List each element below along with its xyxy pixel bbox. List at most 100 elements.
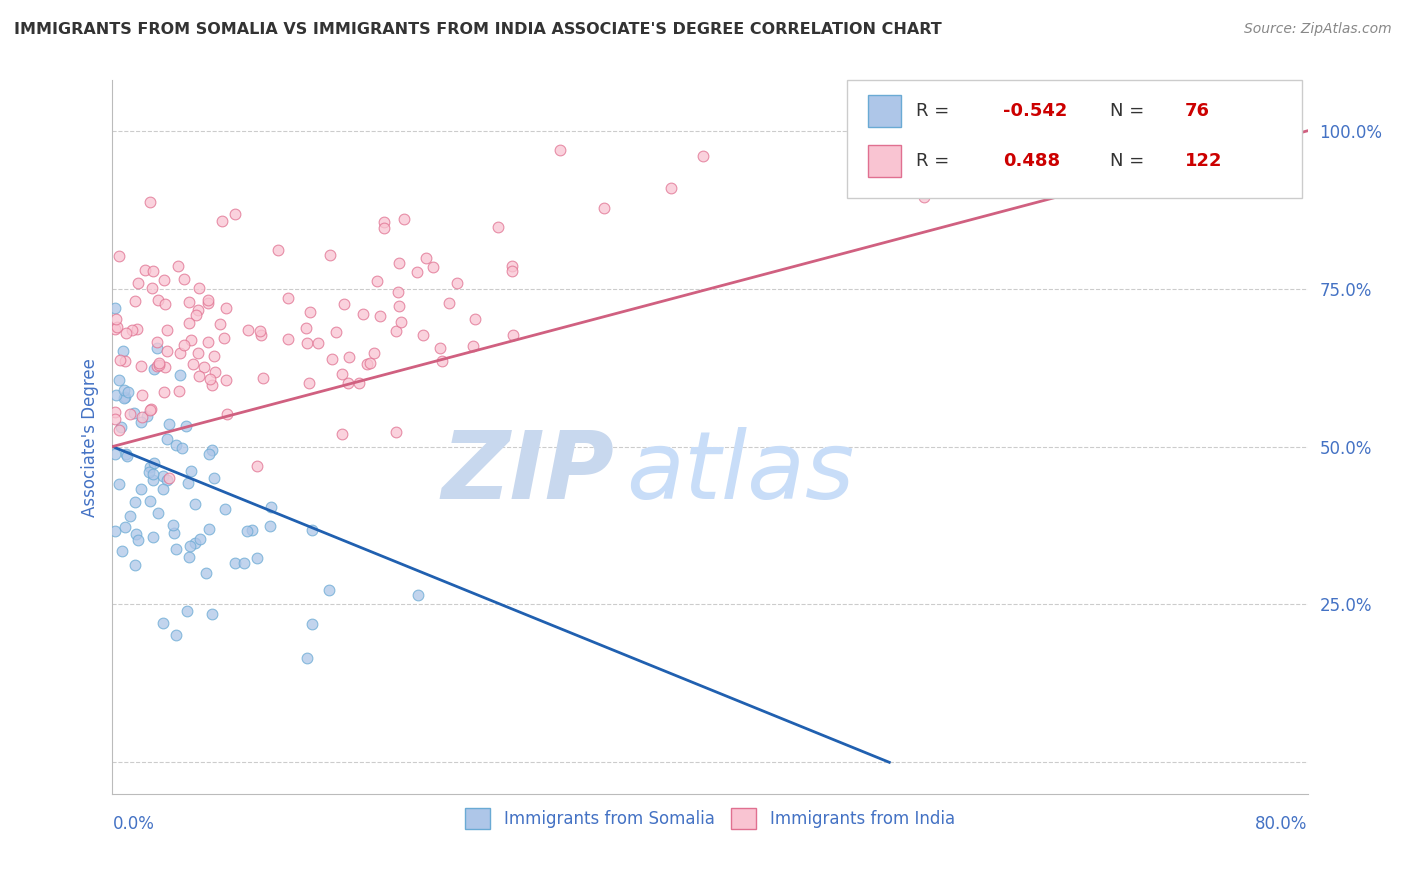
Point bbox=[148, 356, 170, 370]
Point bbox=[201, 378, 224, 392]
Point bbox=[176, 419, 198, 434]
Point bbox=[464, 311, 486, 326]
Point bbox=[187, 303, 209, 318]
Point bbox=[211, 214, 233, 228]
Point bbox=[194, 566, 217, 581]
FancyBboxPatch shape bbox=[868, 95, 901, 127]
Point bbox=[301, 523, 323, 537]
Point bbox=[142, 467, 165, 481]
Point bbox=[356, 357, 378, 371]
Point bbox=[215, 407, 238, 421]
Point bbox=[104, 405, 127, 419]
Point bbox=[188, 533, 211, 547]
Point bbox=[104, 447, 127, 461]
Point bbox=[155, 433, 177, 447]
Point bbox=[173, 338, 195, 352]
Point bbox=[179, 549, 201, 564]
Text: atlas: atlas bbox=[627, 427, 855, 518]
Point bbox=[141, 281, 163, 295]
Point bbox=[162, 517, 184, 532]
Point bbox=[437, 296, 460, 310]
Text: N =: N = bbox=[1111, 152, 1150, 169]
Point bbox=[155, 360, 177, 375]
Point bbox=[197, 522, 219, 536]
Point bbox=[209, 317, 232, 331]
Point bbox=[267, 243, 290, 257]
Point bbox=[112, 383, 135, 397]
Point bbox=[107, 477, 129, 491]
Point bbox=[1063, 136, 1085, 151]
Point bbox=[152, 615, 174, 630]
Point bbox=[321, 352, 343, 367]
Point bbox=[125, 527, 148, 541]
FancyBboxPatch shape bbox=[848, 80, 1302, 198]
Point bbox=[198, 372, 221, 386]
Point bbox=[318, 582, 340, 597]
Point bbox=[295, 336, 318, 351]
Point bbox=[156, 344, 179, 359]
Point bbox=[319, 248, 342, 262]
Point bbox=[169, 346, 191, 360]
Point bbox=[139, 460, 162, 475]
Point bbox=[501, 259, 523, 273]
Y-axis label: Associate's Degree: Associate's Degree bbox=[80, 358, 98, 516]
Point bbox=[153, 385, 176, 400]
Point bbox=[108, 249, 131, 263]
Point bbox=[177, 294, 200, 309]
Point bbox=[201, 607, 224, 621]
Point bbox=[138, 465, 160, 479]
Point bbox=[330, 426, 353, 441]
Point bbox=[179, 316, 201, 330]
Text: ZIP: ZIP bbox=[441, 426, 614, 519]
Point bbox=[415, 251, 437, 265]
Point bbox=[385, 324, 408, 338]
Point bbox=[352, 307, 374, 321]
Point bbox=[277, 332, 299, 346]
Point bbox=[333, 297, 356, 311]
Point bbox=[139, 494, 162, 508]
Point bbox=[118, 407, 141, 421]
Point bbox=[692, 149, 714, 163]
Text: IMMIGRANTS FROM SOMALIA VS IMMIGRANTS FROM INDIA ASSOCIATE'S DEGREE CORRELATION : IMMIGRANTS FROM SOMALIA VS IMMIGRANTS FR… bbox=[14, 22, 942, 37]
Point bbox=[592, 201, 614, 215]
Point bbox=[337, 376, 360, 391]
Point bbox=[104, 412, 127, 426]
Point bbox=[204, 365, 226, 379]
Point bbox=[108, 353, 131, 368]
Text: 80.0%: 80.0% bbox=[1256, 815, 1308, 833]
Point bbox=[394, 212, 416, 227]
Point bbox=[157, 417, 180, 432]
Point bbox=[259, 518, 281, 533]
Point bbox=[661, 181, 683, 195]
Point bbox=[246, 459, 269, 474]
Point bbox=[131, 410, 153, 425]
Point bbox=[152, 469, 174, 483]
Point bbox=[105, 311, 128, 326]
Point bbox=[146, 506, 169, 520]
Point bbox=[214, 502, 236, 516]
Point bbox=[202, 471, 225, 485]
Point bbox=[389, 315, 412, 329]
Point bbox=[373, 221, 395, 235]
Point bbox=[115, 326, 138, 340]
Point bbox=[187, 346, 209, 360]
Point bbox=[127, 276, 149, 290]
Point bbox=[236, 323, 259, 337]
Point bbox=[167, 384, 190, 398]
Point bbox=[169, 368, 191, 383]
Point bbox=[107, 423, 129, 437]
Point bbox=[249, 328, 271, 343]
Point bbox=[165, 438, 187, 452]
Point bbox=[104, 524, 127, 538]
Point bbox=[368, 309, 391, 323]
Point bbox=[142, 530, 165, 544]
Point bbox=[142, 456, 165, 470]
Point bbox=[183, 357, 205, 371]
Point bbox=[298, 305, 321, 319]
Point bbox=[173, 271, 195, 285]
Point bbox=[240, 524, 263, 538]
Text: R =: R = bbox=[915, 152, 955, 169]
Point bbox=[146, 359, 169, 373]
Point bbox=[224, 556, 246, 570]
Point bbox=[373, 215, 395, 229]
